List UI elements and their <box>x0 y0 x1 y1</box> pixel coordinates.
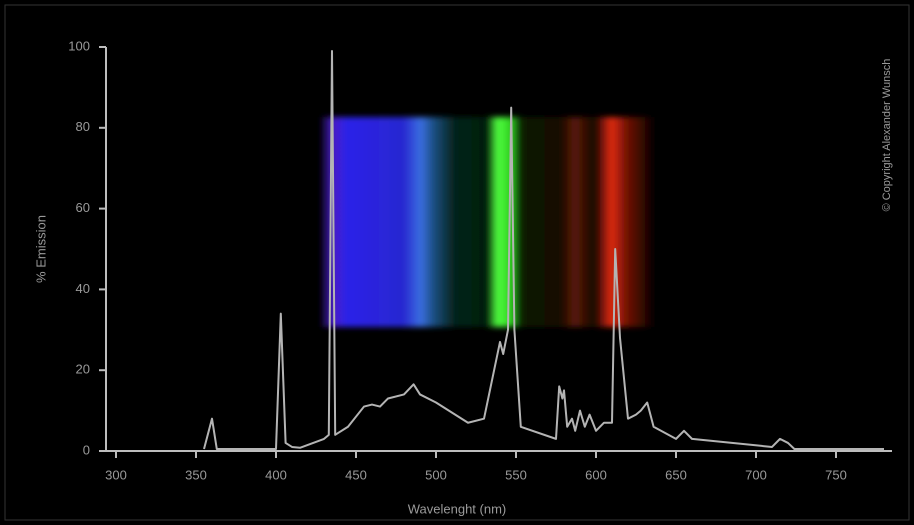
frame <box>4 4 910 521</box>
x-tick-label: 300 <box>105 467 127 482</box>
x-tick-label: 700 <box>745 467 767 482</box>
x-tick-label: 400 <box>265 467 287 482</box>
y-tick-label: 0 <box>83 442 90 457</box>
copyright: © Copyright Alexander Wunsch <box>881 59 893 212</box>
x-tick-label: 750 <box>825 467 847 482</box>
x-tick-label: 350 <box>185 467 207 482</box>
y-tick-label: 40 <box>76 281 90 296</box>
x-tick-label: 650 <box>665 467 687 482</box>
y-tick-label: 80 <box>76 119 90 134</box>
y-tick-label: 20 <box>76 362 90 377</box>
y-tick-label: 100 <box>68 38 90 53</box>
spectrum-image <box>320 117 655 327</box>
x-axis-label: Wavelenght (nm) <box>408 501 507 516</box>
emission-line <box>203 50 884 450</box>
x-tick-label: 450 <box>345 467 367 482</box>
x-tick-label: 500 <box>425 467 447 482</box>
y-tick-label: 60 <box>76 200 90 215</box>
x-tick-label: 600 <box>585 467 607 482</box>
y-axis-label: % Emission <box>33 215 48 283</box>
x-tick-label: 550 <box>505 467 527 482</box>
